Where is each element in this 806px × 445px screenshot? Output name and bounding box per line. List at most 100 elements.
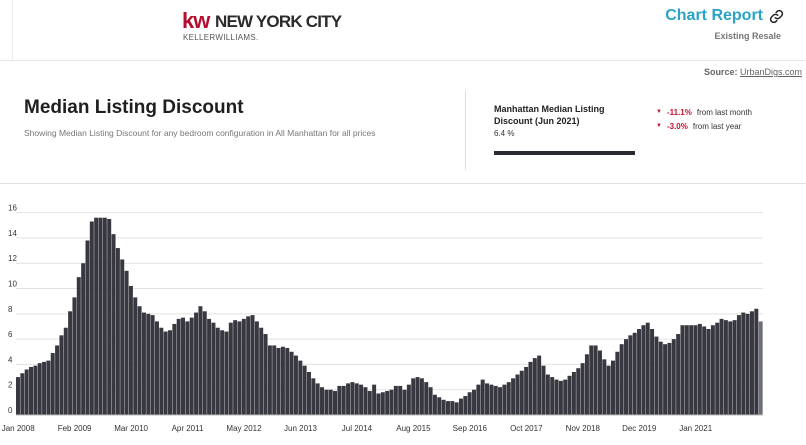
bar: [102, 217, 107, 415]
bar: [571, 372, 576, 415]
bar: [480, 379, 485, 415]
bar: [541, 365, 546, 415]
stat-divider: [465, 90, 466, 170]
x-tick-label: Mar 2010: [114, 424, 148, 433]
bar: [55, 345, 60, 415]
bar: [493, 385, 498, 415]
logo-kw-mark: kw: [182, 8, 210, 33]
bar: [81, 263, 86, 415]
source-link[interactable]: UrbanDigs.com: [739, 67, 802, 77]
bar: [141, 312, 146, 415]
bar: [72, 297, 77, 415]
bar: [306, 372, 311, 415]
bar: [194, 312, 199, 415]
bar: [33, 365, 38, 415]
bar: [289, 351, 294, 415]
bar: [563, 379, 568, 415]
bar: [567, 375, 572, 415]
bar: [150, 315, 155, 415]
bar: [624, 339, 629, 415]
chart-report-title[interactable]: Chart Report: [665, 7, 784, 25]
bar: [350, 382, 355, 415]
bar: [341, 385, 346, 415]
bar: [654, 336, 659, 415]
bar: [732, 320, 737, 415]
bar: [42, 361, 47, 415]
bar: [146, 313, 151, 415]
bar: [233, 320, 238, 415]
bar: [697, 323, 702, 415]
bar: [537, 355, 542, 415]
bar: [241, 318, 246, 415]
bar: [29, 366, 34, 415]
bar: [667, 342, 672, 415]
bar: [359, 384, 364, 415]
bar: [489, 384, 494, 415]
bar: [111, 234, 116, 415]
bar: [728, 321, 733, 415]
bar: [398, 385, 403, 415]
bar: [37, 363, 42, 415]
bar: [259, 327, 264, 415]
change-month-pct: -11.1%: [666, 107, 692, 117]
bar: [115, 248, 120, 415]
bar: [445, 401, 450, 415]
bar: [632, 332, 637, 415]
bar: [333, 390, 338, 415]
change-month: ▼ -11.1% from last month: [656, 105, 752, 119]
x-tick-label: Jan 2021: [679, 424, 712, 433]
x-tick-label: May 2012: [226, 424, 262, 433]
bar: [302, 365, 307, 415]
bar: [610, 360, 615, 415]
bar: [168, 330, 172, 415]
bar: [76, 277, 81, 415]
bar: [59, 335, 64, 415]
bar: [558, 380, 563, 415]
bar: [524, 366, 529, 415]
bar: [189, 317, 194, 415]
bar: [545, 374, 550, 415]
bar: [224, 331, 229, 415]
bar: [467, 392, 472, 415]
bar: [658, 341, 663, 415]
y-tick-label: 6: [8, 330, 13, 339]
bar: [315, 383, 320, 415]
bar: [50, 353, 55, 415]
bar: [89, 221, 94, 415]
bar: [159, 327, 164, 415]
listing-discount-chart: 0 2 4 6 8 10 12 14 16 Jan 2008 Feb 2009 Mar 2010 Apr…: [2, 204, 763, 433]
change-list: ▼ -11.1% from last month ▼ -3.0% from la…: [656, 105, 752, 133]
bar: [619, 344, 624, 415]
logo-subtext: KELLERWILLIAMS.: [183, 33, 259, 42]
bar: [428, 387, 433, 415]
bar: [589, 345, 594, 415]
bar: [85, 240, 90, 415]
bar: [246, 316, 251, 415]
bar: [532, 358, 537, 415]
bar: [602, 359, 607, 415]
bar: [554, 379, 559, 415]
bar: [754, 308, 759, 415]
x-tick-label: Nov 2018: [566, 424, 601, 433]
y-tick-label: 0: [8, 406, 13, 415]
y-tick-label: 10: [8, 280, 17, 289]
kw-logo[interactable]: kw NEW YORK CITY KELLERWILLIAMS.: [182, 8, 342, 44]
link-icon[interactable]: [769, 9, 784, 24]
bar: [402, 389, 407, 415]
bar: [580, 363, 585, 415]
bar: [320, 387, 324, 415]
bar: [680, 325, 685, 415]
bar: [584, 354, 589, 415]
bar: [628, 335, 633, 415]
bar: [185, 321, 190, 415]
bar: [441, 399, 446, 415]
bar: [719, 318, 724, 415]
bar: [606, 365, 611, 415]
bar: [254, 321, 259, 415]
bar: [128, 286, 133, 415]
bar: [710, 325, 715, 415]
bar: [645, 322, 650, 415]
bar: [337, 385, 342, 415]
page-title: Median Listing Discount: [24, 97, 244, 118]
bar: [280, 346, 285, 415]
